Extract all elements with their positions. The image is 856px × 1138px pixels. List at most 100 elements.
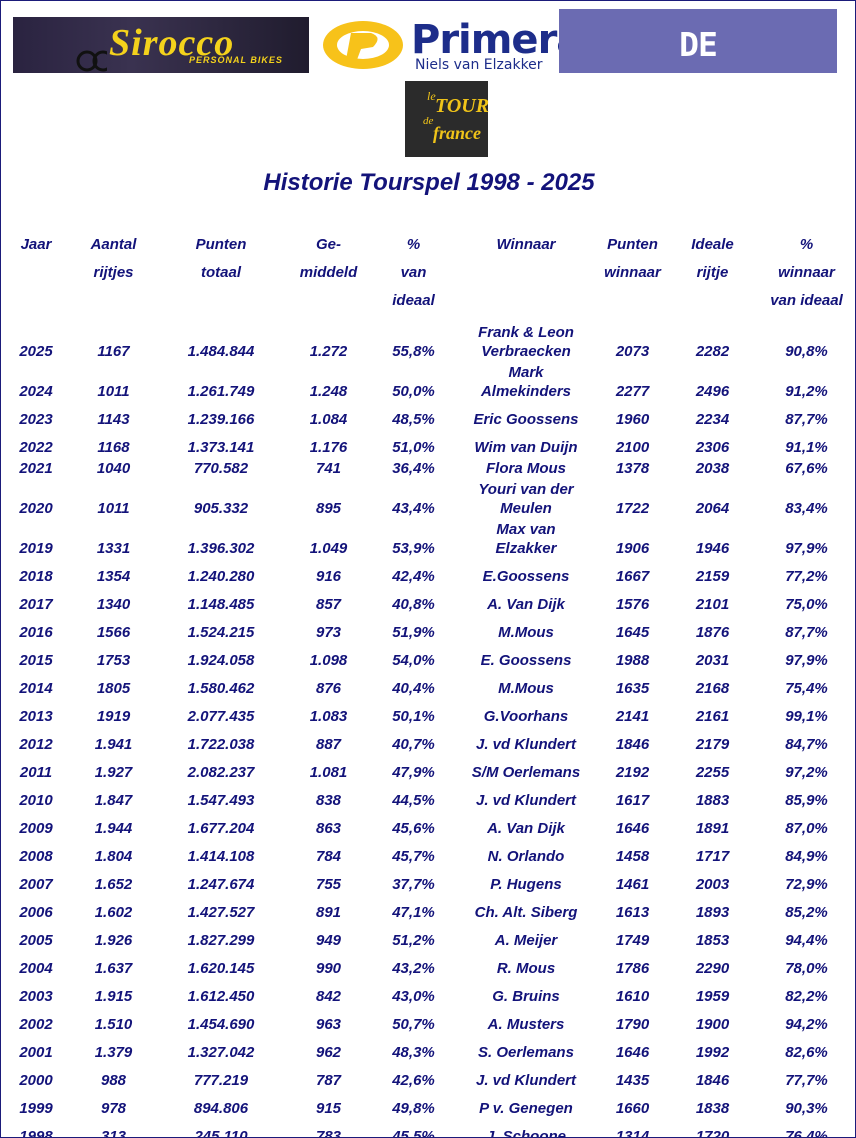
table-cell: 49,8%: [392, 1100, 435, 1117]
table-row: 2001 1.379 1.327.042 962 48,3% S. Oerlemans 16…: [1, 1036, 855, 1064]
table-cell: 90,8%: [785, 343, 828, 360]
table-cell: 2000: [19, 1072, 53, 1089]
table-row: 2024 1011 1.261.749 1.248 50,0% Mark Almekind…: [1, 363, 855, 403]
table-cell: 2020: [19, 500, 53, 517]
table-cell: 783: [315, 1128, 342, 1138]
table-cell: 2023: [19, 411, 53, 428]
table-cell: 94,2%: [785, 1016, 828, 1033]
table-cell: 1566: [96, 624, 131, 641]
winner-cell: M.Mous: [498, 624, 554, 641]
table-cell: 857: [315, 596, 342, 613]
table-cell: 87,0%: [785, 820, 828, 837]
table-cell: 978: [100, 1100, 127, 1117]
table-cell: 1645: [615, 624, 650, 641]
table-cell: 1.081: [309, 764, 348, 781]
table-cell: 1040: [96, 460, 131, 477]
table-cell: 54,0%: [392, 652, 435, 669]
winner-cell: A. Meijer: [494, 932, 558, 949]
header-cell: Ideale rijtje: [669, 231, 756, 323]
table-cell: 1.926: [94, 932, 133, 949]
table-cell: 1461: [615, 876, 650, 893]
winner-cell: J. vd Klundert: [475, 1072, 576, 1089]
table-cell: 1891: [695, 820, 730, 837]
table-cell: 777.219: [193, 1072, 249, 1089]
table-cell: 741: [315, 460, 342, 477]
header-line: ideaal: [392, 292, 435, 309]
table-cell: 1.652: [94, 876, 133, 893]
table-cell: 1646: [615, 1044, 650, 1061]
table-cell: 838: [315, 792, 342, 809]
table-row: 2016 1566 1.524.215 973 51,9% M.Mous 1645 1876 8…: [1, 616, 855, 644]
table-cell: 770.582: [193, 460, 249, 477]
table-cell: 84,9%: [785, 848, 828, 865]
table-cell: 1.722.038: [187, 736, 255, 753]
table-cell: 1.098: [309, 652, 348, 669]
table-cell: 2192: [615, 764, 650, 781]
winner-cell: P v. Genegen: [479, 1100, 573, 1117]
table-cell: 990: [315, 960, 342, 977]
table-cell: 1.239.166: [187, 411, 255, 428]
header-line: Ge-: [315, 236, 341, 253]
table-cell: 40,7%: [392, 736, 435, 753]
table-row: 2019 1331 1.396.302 1.049 53,9% Max van Elzak…: [1, 520, 855, 560]
table-cell: 1919: [96, 708, 131, 725]
winner-cell: G. Bruins: [492, 988, 560, 1005]
table-cell: 51,0%: [392, 439, 435, 456]
table-cell: 2282: [695, 343, 730, 360]
logo-text: france: [433, 123, 481, 143]
table-cell: 1959: [695, 988, 730, 1005]
table-cell: 1876: [695, 624, 730, 641]
table-cell: 2031: [695, 652, 730, 669]
table-row: 2005 1.926 1.827.299 949 51,2% A. Meijer 1749 1…: [1, 924, 855, 952]
table-row: 2002 1.510 1.454.690 963 50,7% A. Musters 1790…: [1, 1008, 855, 1036]
header-line: Punten: [607, 236, 658, 253]
table-cell: 1900: [695, 1016, 730, 1033]
header-cell: % van ideaal: [371, 231, 456, 323]
table-cell: 85,9%: [785, 792, 828, 809]
table-cell: 916: [315, 568, 342, 585]
table-row: 2017 1340 1.148.485 857 40,8% A. Van Dijk 1576…: [1, 588, 855, 616]
table-cell: 962: [315, 1044, 342, 1061]
table-cell: 1988: [615, 652, 650, 669]
table-cell: 2.082.237: [187, 764, 255, 781]
page-title: Historie Tourspel 1998 - 2025: [263, 169, 595, 196]
winner-cell: Mark Almekinders: [480, 364, 572, 400]
header-line: van: [400, 264, 427, 281]
table-cell: 1.580.462: [187, 680, 255, 697]
winner-cell: E.Goossens: [482, 568, 570, 585]
table-cell: 1.379: [94, 1044, 133, 1061]
table-cell: 53,9%: [392, 540, 435, 557]
table-cell: 75,4%: [785, 680, 828, 697]
table-cell: 784: [315, 848, 342, 865]
table-cell: 2159: [695, 568, 730, 585]
table-cell: 2038: [695, 460, 730, 477]
winner-cell: S/M Oerlemans: [471, 764, 581, 781]
table-cell: 1.373.141: [187, 439, 255, 456]
header-line: Jaar: [20, 236, 52, 253]
table-cell: 2005: [19, 932, 53, 949]
table-cell: 37,7%: [392, 876, 435, 893]
table-cell: 1331: [96, 540, 131, 557]
table-cell: 1.176: [309, 439, 348, 456]
table-cell: 1168: [97, 439, 130, 456]
table-cell: 84,7%: [785, 736, 828, 753]
table-cell: 1.827.299: [187, 932, 255, 949]
table-row: 2015 1753 1.924.058 1.098 54,0% E. Goossens 19…: [1, 644, 855, 672]
table-cell: 1613: [615, 904, 650, 921]
table-row: 2012 1.941 1.722.038 887 40,7% J. vd Klundert…: [1, 728, 855, 756]
table-cell: 1667: [615, 568, 650, 585]
table-row: 2006 1.602 1.427.527 891 47,1% Ch. Alt. Siber…: [1, 896, 855, 924]
table-cell: 1.454.690: [187, 1016, 255, 1033]
table-cell: 1.083: [309, 708, 348, 725]
table-cell: 78,0%: [785, 960, 828, 977]
table-cell: 43,0%: [392, 988, 435, 1005]
table-cell: 91,1%: [785, 439, 828, 456]
table-cell: 1.924.058: [187, 652, 255, 669]
table-cell: 1610: [615, 988, 650, 1005]
table-cell: 1458: [615, 848, 650, 865]
winner-cell: Ch. Alt. Siberg: [474, 904, 578, 921]
table-cell: 1853: [695, 932, 730, 949]
table-cell: 40,4%: [392, 680, 435, 697]
table-cell: 1.427.527: [187, 904, 255, 921]
